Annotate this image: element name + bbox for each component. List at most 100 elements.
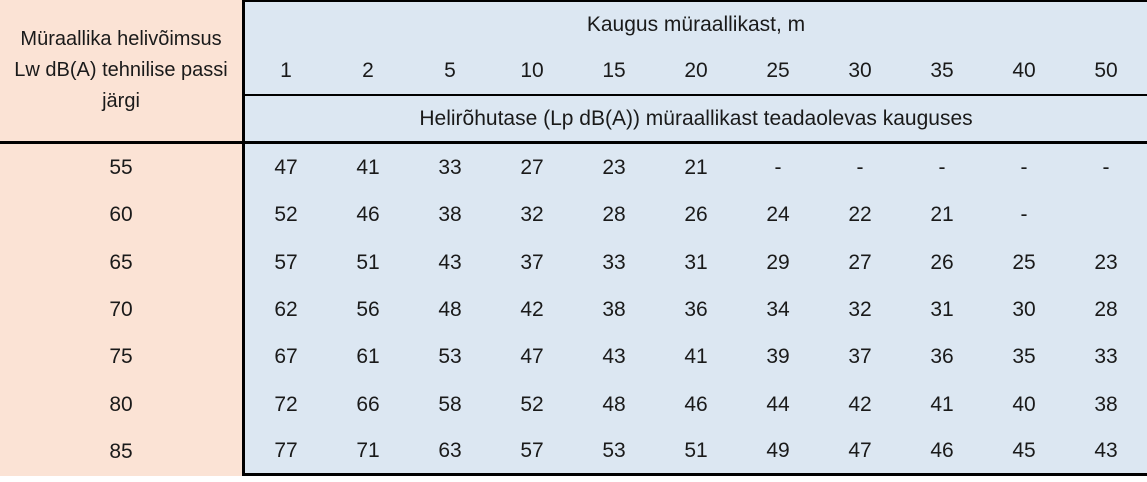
table-cell: 23	[573, 144, 655, 192]
table-cell: 46	[327, 191, 409, 239]
row-label: 85	[0, 428, 245, 476]
table-cell: 37	[491, 238, 573, 287]
distance-header-20: 20	[684, 58, 708, 82]
table-cell: 47	[245, 144, 327, 192]
table-cell: 38	[409, 191, 491, 239]
table-cell: 42	[819, 381, 901, 429]
table-row: 55 47 41 33 27 23 21- - - - -	[0, 144, 1147, 192]
table-row: 60 52 46 38 32 28 26 24 22 21-	[0, 191, 1147, 239]
table-cell: 47	[491, 333, 573, 382]
row-label: 80	[0, 381, 245, 429]
table-cell: 27	[819, 238, 901, 287]
table-cell: -	[983, 144, 1065, 192]
distance-header-25: 25	[766, 58, 790, 82]
table-cell: 27	[491, 144, 573, 192]
table-cell: 57	[245, 238, 327, 287]
table-cell: 39	[737, 333, 819, 382]
table-cell: 53	[409, 333, 491, 382]
table-cell: 22	[819, 191, 901, 239]
row-label: 75	[0, 333, 245, 382]
distance-header-10: 10	[520, 58, 544, 82]
table-cell: 43	[1065, 428, 1147, 476]
table-cell: 21	[901, 191, 983, 239]
table-row: 75 67 61 53 47 43 41 39 37 36 35 33	[0, 333, 1147, 382]
table-cell: 57	[491, 428, 573, 476]
table-row: 70 62 56 48 42 38 36 34 32 31 30 28	[0, 286, 1147, 334]
table-cell: -	[737, 144, 819, 192]
table-cell: 33	[1065, 333, 1147, 382]
distance-header-35: 35	[930, 58, 954, 82]
row-label: 60	[0, 191, 245, 239]
distance-header-5: 5	[444, 58, 456, 82]
table-cell: 77	[245, 428, 327, 476]
table-cell: 38	[1065, 381, 1147, 429]
table-cell	[1065, 191, 1147, 239]
table-cell: 23	[1065, 238, 1147, 287]
table-row: 85 77 71 63 57 53 51 49 47 46 45 43	[0, 428, 1147, 476]
table-cell: 48	[409, 286, 491, 334]
table-cell: -	[983, 191, 1065, 239]
table-cell: 71	[327, 428, 409, 476]
table-cell: 52	[245, 191, 327, 239]
table-cell: 51	[655, 428, 737, 476]
table-cell: 31	[901, 286, 983, 334]
subheader-title: Helirõhutase (Lp dB(A)) müraallikast tea…	[419, 106, 973, 130]
table-cell: 67	[245, 333, 327, 382]
table-cell: 29	[737, 238, 819, 287]
table-cell: 44	[737, 381, 819, 429]
table-cell: 28	[1065, 286, 1147, 334]
table-cell: 56	[327, 286, 409, 334]
table-cell: 32	[491, 191, 573, 239]
table-cell: 48	[573, 381, 655, 429]
column-group-title: Kaugus müraallikast, m	[586, 12, 806, 36]
table-cell: 26	[901, 238, 983, 287]
table-cell: 31	[655, 238, 737, 287]
table-cell: 36	[901, 333, 983, 382]
distance-header-50: 50	[1094, 58, 1118, 82]
row-label: 70	[0, 286, 245, 334]
table-cell: 46	[655, 381, 737, 429]
table-cell: 63	[409, 428, 491, 476]
table-cell: 41	[655, 333, 737, 382]
column-header-group: Kaugus müraallikast, m 1 2 5 10 15 20 25 30 35 40…	[245, 0, 1147, 144]
table-cell: 61	[327, 333, 409, 382]
distance-header-40: 40	[1012, 58, 1036, 82]
table-cell: 24	[737, 191, 819, 239]
distance-header-2: 2	[362, 58, 374, 82]
table-row: 65 57 51 43 37 33 31 29 27 26 25 23	[0, 238, 1147, 287]
row-header-title: Müraallika helivõimsus Lw dB(A) tehnilis…	[0, 0, 245, 144]
row-label: 55	[0, 144, 245, 192]
table-cell: 51	[327, 238, 409, 287]
table-cell: -	[901, 144, 983, 192]
table-cell: 30	[983, 286, 1065, 334]
table-cell: 37	[819, 333, 901, 382]
table-cell: 53	[573, 428, 655, 476]
row-label: 65	[0, 238, 245, 287]
table-cell: 43	[573, 333, 655, 382]
table-cell: 36	[655, 286, 737, 334]
table-cell: 38	[573, 286, 655, 334]
table-cell: 35	[983, 333, 1065, 382]
distance-header-row: 1 2 5 10 15 20 25 30 35 40 50	[245, 47, 1147, 96]
table-cell: 26	[655, 191, 737, 239]
distance-header-1: 1	[280, 58, 292, 82]
table-cell: 25	[983, 238, 1065, 287]
table-cell: 32	[819, 286, 901, 334]
table-cell: 33	[573, 238, 655, 287]
table-cell: 72	[245, 381, 327, 429]
table-body: 55 47 41 33 27 23 21- - - - -60 52 46 38 32 28 26 24 22 21-…	[0, 144, 1147, 476]
table-cell: 41	[327, 144, 409, 192]
table-cell: 43	[409, 238, 491, 287]
table-cell: 45	[983, 428, 1065, 476]
table-cell: -	[819, 144, 901, 192]
table-header: Müraallika helivõimsus Lw dB(A) tehnilis…	[0, 0, 1147, 144]
table-cell: 33	[409, 144, 491, 192]
table-cell: -	[1065, 144, 1147, 192]
table-cell: 28	[573, 191, 655, 239]
table-cell: 66	[327, 381, 409, 429]
table-cell: 58	[409, 381, 491, 429]
table-cell: 21	[655, 144, 737, 192]
table-cell: 52	[491, 381, 573, 429]
table-row: 80 72 66 58 52 48 46 44 42 41 40 38	[0, 381, 1147, 429]
table-cell: 42	[491, 286, 573, 334]
